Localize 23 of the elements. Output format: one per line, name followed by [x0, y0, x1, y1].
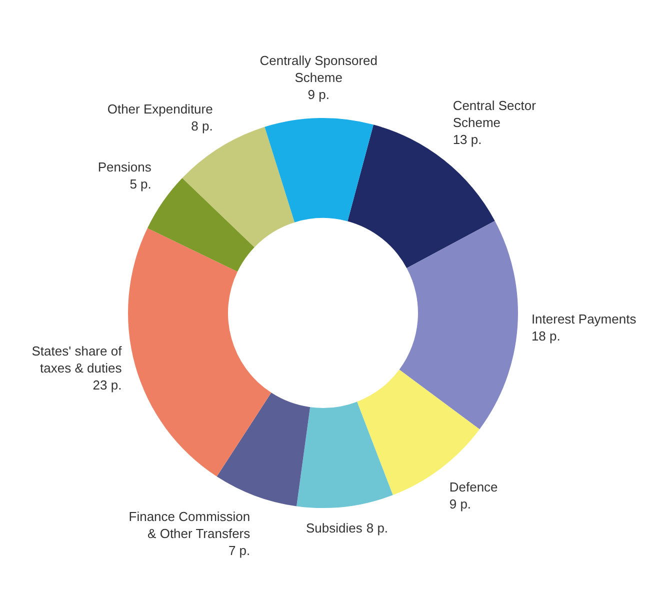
data-label: 23 p.: [92, 378, 122, 393]
data-label: 9 p.: [449, 496, 472, 512]
data-label: 7 p.: [228, 542, 250, 558]
data-label: 9 p.: [308, 87, 330, 102]
donut-slice: [264, 118, 374, 222]
slice-label: States' share of taxes & duties: [32, 344, 122, 376]
donut-slice: [296, 402, 393, 508]
data-label: 18 p.: [531, 328, 560, 344]
slice-label: Centrally Sponsored Scheme: [260, 53, 378, 86]
slice-label: Subsidies: [306, 520, 363, 536]
donut-slice: [128, 228, 272, 477]
data-label: 8 p.: [366, 520, 388, 536]
slice-label: Interest Payments: [531, 311, 637, 326]
slice-label: Pensions: [98, 160, 152, 175]
data-label: 5 p.: [130, 176, 152, 192]
slice-label: Finance Commission & Other Transfers: [128, 508, 251, 541]
slice-label: Defence: [449, 479, 498, 494]
slice-label: Other Expenditure: [107, 101, 213, 116]
donut-slice: [399, 220, 518, 430]
donut-slice: [216, 392, 310, 506]
data-label: 13 p.: [452, 132, 482, 148]
data-label: 8 p.: [191, 118, 213, 134]
slice-label: Central Sector Scheme: [452, 98, 537, 130]
